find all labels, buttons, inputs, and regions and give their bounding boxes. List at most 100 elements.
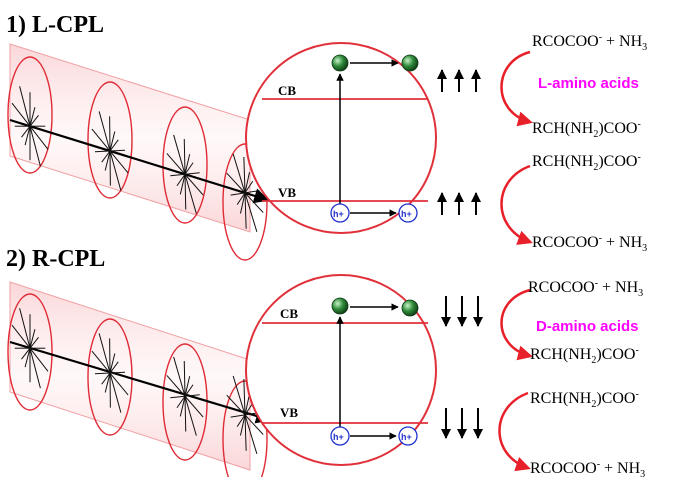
propagation-axis bbox=[9, 118, 270, 204]
field-vector bbox=[173, 134, 186, 175]
field-vector bbox=[184, 394, 200, 397]
electron-icon bbox=[331, 297, 349, 315]
field-vector bbox=[183, 360, 186, 397]
field-vector bbox=[29, 336, 39, 349]
field-vector bbox=[244, 394, 251, 415]
reaction-arrow-icon bbox=[500, 50, 533, 127]
field-vector bbox=[11, 102, 31, 127]
field-vector bbox=[244, 172, 251, 193]
field-vector bbox=[109, 372, 129, 396]
field-vector bbox=[29, 125, 49, 150]
hole-label: h+ bbox=[333, 209, 344, 219]
bottom-reactant: RCH(NH2)COO- bbox=[532, 152, 641, 173]
hole-label: h+ bbox=[401, 432, 412, 442]
cb-label: CB bbox=[280, 306, 298, 321]
propagation-axis bbox=[9, 340, 272, 424]
field-vector bbox=[244, 190, 260, 194]
polarization-ring bbox=[162, 106, 208, 224]
reaction-arrow-icon bbox=[498, 391, 531, 472]
reaction-arrow-icon bbox=[500, 288, 533, 361]
polarization-ring bbox=[7, 56, 53, 174]
field-vector bbox=[184, 162, 194, 175]
top-reactant: RCOCOO- + NH3 bbox=[528, 278, 643, 299]
field-vector bbox=[239, 192, 246, 214]
top-product: RCH(NH2)COO- bbox=[532, 119, 641, 140]
field-vector bbox=[24, 348, 31, 368]
field-vector bbox=[19, 86, 31, 127]
field-vector bbox=[109, 150, 129, 174]
spin-arrows-top bbox=[437, 69, 481, 92]
field-vector bbox=[104, 150, 111, 171]
polarization-ring bbox=[87, 318, 133, 436]
field-vector bbox=[184, 376, 191, 397]
light-beam-helix bbox=[7, 281, 272, 477]
field-vector bbox=[29, 114, 39, 127]
field-vector bbox=[176, 173, 186, 187]
light-beam-helix bbox=[7, 43, 270, 261]
field-vector bbox=[184, 172, 200, 175]
field-vector bbox=[244, 414, 264, 435]
panel-header: 1) L-CPL bbox=[6, 12, 104, 38]
field-vector bbox=[183, 138, 186, 175]
field-vector bbox=[166, 153, 186, 175]
hole-icon bbox=[398, 426, 418, 446]
electron-icon bbox=[401, 299, 419, 317]
panel-r-cpl: 2) R-CPL CB VB h+ h+ bbox=[6, 246, 645, 477]
field-vector bbox=[244, 180, 254, 194]
cb-label: CB bbox=[278, 83, 296, 98]
spin-arrows-bottom bbox=[441, 408, 483, 439]
hole-label: h+ bbox=[333, 432, 344, 442]
enantiomer-label: L-amino acids bbox=[538, 75, 639, 92]
field-vector bbox=[184, 154, 191, 175]
reaction-arrow-icon bbox=[500, 164, 533, 245]
field-vector bbox=[29, 348, 41, 389]
bottom-product: RCOCOO- + NH3 bbox=[530, 459, 645, 477]
panel-l-cpl: 1) L-CPL CB VB h+ h+ bbox=[6, 12, 647, 261]
field-vector bbox=[230, 414, 246, 418]
field-vector bbox=[29, 126, 41, 167]
top-product: RCH(NH2)COO- bbox=[530, 345, 639, 366]
field-vector bbox=[109, 371, 126, 374]
field-vector bbox=[239, 414, 246, 436]
field-vector bbox=[236, 414, 246, 427]
field-vector bbox=[24, 126, 31, 146]
field-vector bbox=[173, 356, 186, 397]
field-vector bbox=[244, 192, 258, 232]
field-vector bbox=[226, 172, 246, 194]
enantiomer-label: D-amino acids bbox=[536, 318, 639, 335]
field-vector bbox=[91, 128, 111, 152]
field-vector bbox=[179, 174, 186, 195]
field-vector bbox=[230, 192, 246, 196]
field-vector bbox=[94, 150, 111, 153]
hole-icon bbox=[330, 426, 350, 446]
field-vector bbox=[109, 353, 116, 374]
field-vector bbox=[21, 347, 31, 360]
field-vector bbox=[109, 149, 126, 152]
bottom-product: RCOCOO- + NH3 bbox=[532, 233, 647, 254]
field-vector bbox=[243, 156, 246, 193]
field-vector bbox=[109, 131, 116, 152]
polarization-ring bbox=[222, 380, 268, 477]
reaction-bottom: RCH(NH2)COO- RCOCOO- + NH3 bbox=[498, 389, 645, 477]
field-vector bbox=[232, 153, 246, 194]
field-vector bbox=[109, 150, 122, 191]
band-circle bbox=[245, 42, 437, 234]
field-vector bbox=[244, 192, 247, 229]
electron-icon bbox=[331, 54, 349, 72]
reaction-bottom: RCH(NH2)COO- RCOCOO- + NH3 bbox=[500, 152, 647, 254]
panel-header: 2) R-CPL bbox=[6, 246, 105, 272]
field-vector bbox=[184, 174, 197, 214]
field-vector bbox=[232, 375, 246, 416]
field-vector bbox=[170, 395, 186, 399]
field-vector bbox=[226, 394, 246, 416]
field-vector bbox=[166, 375, 186, 397]
hole-icon bbox=[398, 203, 418, 223]
band-diagram: CB VB h+ h+ bbox=[245, 42, 437, 234]
field-vector bbox=[236, 192, 246, 205]
field-vector bbox=[109, 361, 119, 374]
field-vector bbox=[29, 329, 36, 349]
field-vector bbox=[184, 174, 187, 210]
field-vector bbox=[184, 173, 204, 196]
field-vector bbox=[244, 414, 247, 451]
